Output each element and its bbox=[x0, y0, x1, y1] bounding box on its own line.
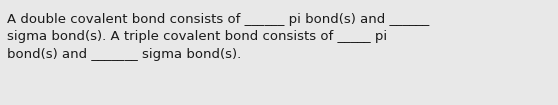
Text: A double covalent bond consists of ______ pi bond(s) and ______
sigma bond(s). A: A double covalent bond consists of _____… bbox=[7, 13, 429, 61]
